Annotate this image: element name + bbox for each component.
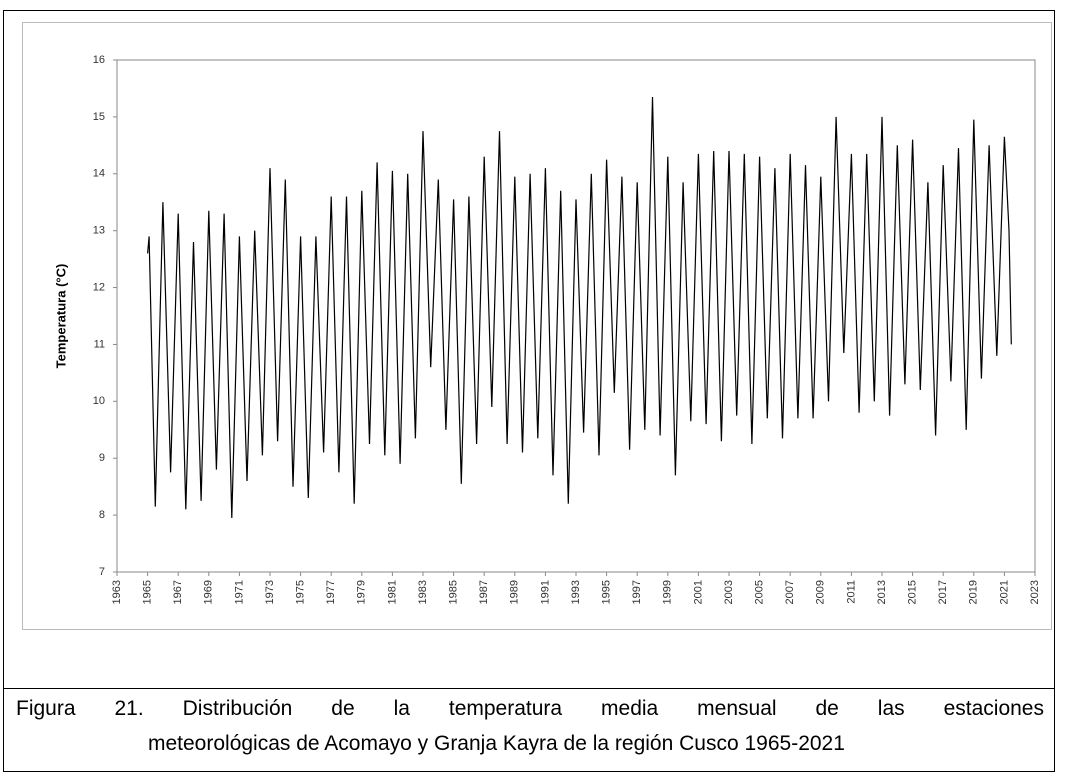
y-tick-label: 10 (93, 395, 105, 407)
x-tick-label: 2021 (998, 580, 1010, 604)
x-tick-label: 2015 (907, 580, 919, 604)
x-tick-label: 1983 (417, 580, 429, 604)
x-tick-label: 1967 (172, 580, 184, 604)
plot-area (116, 59, 1036, 573)
x-tick-label: 2001 (692, 580, 704, 604)
y-tick-label: 9 (99, 452, 105, 464)
x-tick-label: 1995 (601, 580, 613, 604)
x-tick-label: 1979 (356, 580, 368, 604)
x-tick-label: 1997 (631, 580, 643, 604)
x-tick-label: 2007 (784, 580, 796, 604)
x-tick-label: 1991 (539, 580, 551, 604)
caption: meteorológicas de Acomayo y Granja Kayra… (148, 732, 845, 755)
y-tick-label: 8 (99, 509, 105, 521)
caption: Figura 21. Distribución de la temperatur… (16, 697, 1044, 720)
y-tick-label: 13 (93, 225, 105, 237)
x-tick-label: 2017 (937, 580, 949, 604)
x-tick-label: 1977 (325, 580, 337, 604)
x-tick-label: 1999 (662, 580, 674, 604)
x-tick-label: 2013 (876, 580, 888, 604)
x-tick-label: 2023 (1029, 580, 1041, 604)
chart-frame (22, 22, 1052, 630)
x-tick-label: 1963 (111, 580, 123, 604)
y-tick-label: 11 (94, 338, 105, 350)
x-tick-label: 1965 (142, 580, 154, 604)
x-tick-label: 2005 (754, 580, 766, 604)
x-tick-label: 2003 (723, 580, 735, 604)
x-tick-label: 2011 (845, 580, 857, 604)
x-tick-label: 1989 (509, 580, 521, 604)
chart: Temperatura (°C) 7 8 9 10 11 12 13 14 15 16 1963 19… (53, 54, 1041, 605)
x-tick-label: 1993 (570, 580, 582, 604)
line (147, 96, 1012, 519)
y-axis-label: Temperatura (°C) (53, 264, 68, 369)
y-tick-label: 14 (93, 168, 105, 180)
x-tick-label: 1973 (264, 580, 276, 604)
x-tick-label: 1987 (478, 580, 490, 604)
x-tick-label: 1971 (233, 580, 245, 604)
x-tick-label: 1975 (295, 580, 307, 604)
separator (3, 688, 1055, 689)
x-tick-label: 2019 (968, 580, 980, 604)
y-tick-label: 16 (93, 54, 105, 66)
x-tick-label: 1985 (448, 580, 460, 604)
y-tick-label: 7 (99, 566, 105, 578)
x-tick-label: 2009 (815, 580, 827, 604)
frame (3, 10, 1055, 772)
x-tick-label: 1969 (203, 580, 215, 604)
y-tick-label: 15 (93, 111, 105, 123)
x-tick-label: 1981 (386, 580, 398, 604)
y-tick-label: 12 (93, 281, 105, 293)
